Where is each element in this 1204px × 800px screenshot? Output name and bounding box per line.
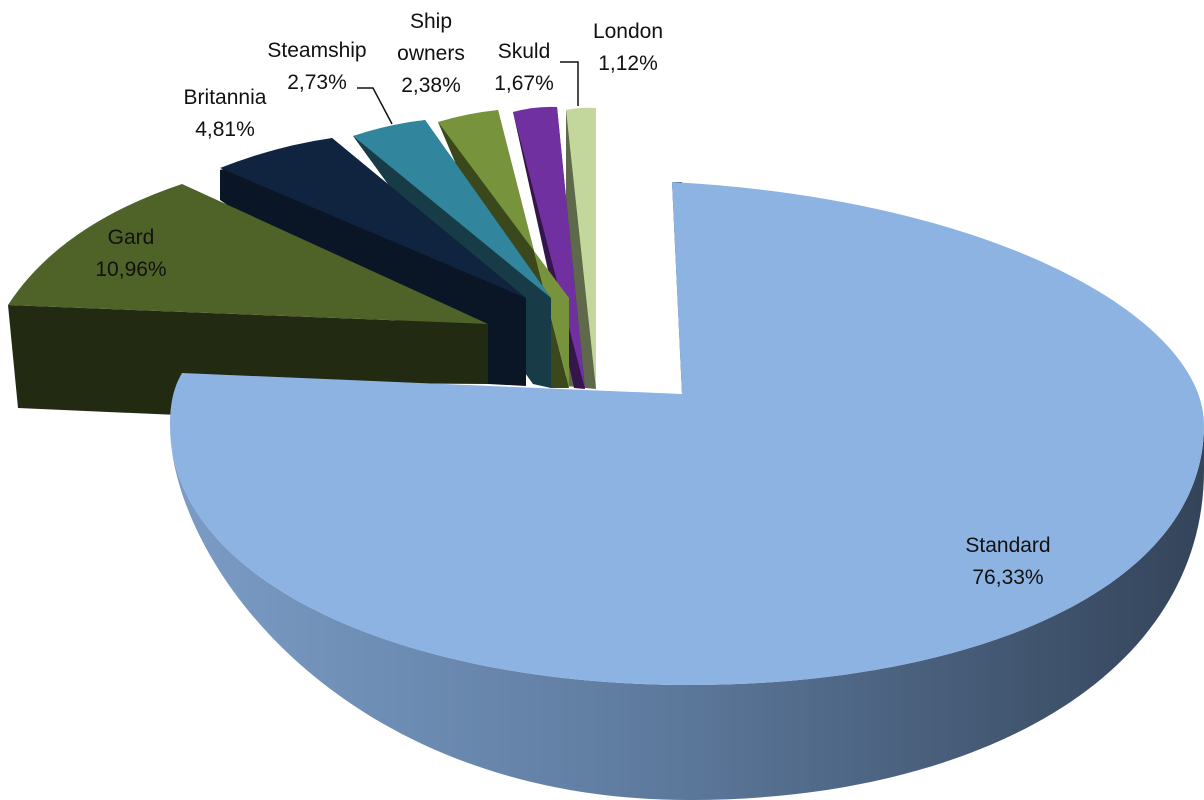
slice-side-gard [8,305,488,415]
label-london-value: 1,12% [598,52,658,75]
slice-top-steamship [353,120,551,298]
label-gard-name: Gard [108,226,155,249]
slice-top-london [566,107,596,389]
label-standard-value: 76,33% [972,566,1043,589]
leader-line-london [560,61,579,106]
leader-line-steamship [357,87,393,125]
label-london-name: London [593,20,663,43]
label-ship-owners-name-line2: owners [397,42,465,65]
label-steamship-value: 2,73% [287,71,347,94]
label-skuld-name: Skuld [498,40,551,63]
label-britannia-name: Britannia [184,86,267,109]
label-ship-owners-name-line1: Ship [410,10,452,33]
slice-side-standard [170,425,1204,800]
label-britannia-value: 4,81% [195,118,255,141]
label-steamship-name: Steamship [267,39,366,62]
label-skuld-value: 1,67% [494,72,554,95]
slice-top-ship-owners [438,110,569,388]
label-gard-value: 10,96% [95,258,166,281]
label-ship-owners-value: 2,38% [401,74,461,97]
pie-slice-standard [170,182,1204,800]
pie-slice-gard [8,184,488,415]
data-labels: Gard 10,96% Britannia 4,81% Steamship 2,… [95,10,1050,589]
label-standard-name: Standard [965,534,1050,557]
slice-top-standard [170,182,1204,685]
slice-top-gard [8,184,488,324]
slice-top-britannia [220,138,526,298]
